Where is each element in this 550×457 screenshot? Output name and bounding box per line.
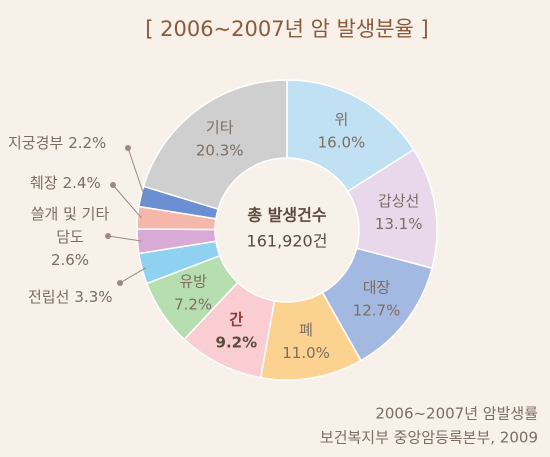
category-label: 유방	[179, 272, 207, 290]
outside-label: 지궁경부 2.2%	[8, 132, 106, 155]
value-label: 20.3%	[196, 142, 244, 160]
outside-label: 췌장 2.4%	[30, 172, 101, 195]
category-label: 대장	[363, 278, 391, 296]
leader-dot	[117, 280, 123, 286]
value-label: 3.3%	[74, 288, 113, 306]
value-label: 7.2%	[174, 295, 212, 313]
outside-label: 전립선 3.3%	[28, 286, 113, 309]
leader-dot	[125, 145, 131, 151]
leader-line	[119, 267, 147, 284]
value-label: 12.7%	[353, 301, 401, 319]
leader-line	[127, 147, 146, 198]
category-label: 췌장	[30, 174, 58, 192]
value-label: 16.0%	[318, 133, 366, 151]
value-label: 2.2%	[68, 134, 107, 152]
category-label: 기타	[206, 119, 234, 137]
category-label: 폐	[299, 321, 313, 339]
value-label: 2.4%	[62, 174, 101, 192]
source: 2006~2007년 암발생률	[375, 405, 538, 423]
center-label: 총 발생건수	[247, 206, 326, 225]
value-label: 11.0%	[282, 344, 330, 362]
category-label: 지궁경부	[8, 134, 64, 152]
chart-title: [ 2006~2007년 암 발생분율 ]	[145, 17, 429, 41]
category-label: 갑상선	[378, 192, 419, 210]
category-label: 전립선	[28, 288, 70, 306]
center-total: 161,920건	[247, 232, 328, 251]
leader-dot	[105, 233, 111, 239]
leader-dot	[110, 182, 116, 188]
value-label: 9.2%	[216, 334, 258, 352]
category-label: 쓸개 및 기타 담도	[30, 205, 110, 246]
leader-line	[112, 184, 142, 219]
slices	[136, 79, 438, 381]
value-label: 13.1%	[375, 215, 423, 233]
category-label: 간	[229, 311, 243, 329]
leader-line	[107, 235, 142, 242]
labels: 위 16.0% 갑상선 13.1% 대장 12.7% 폐 11.0% 간 9.2% 유방 7.2% 기타…	[105, 110, 423, 362]
outside-label: 쓸개 및 기타 담도 2.6%	[28, 203, 112, 272]
value-label: 2.6%	[50, 251, 90, 269]
source: 보건복지부 중앙암등록본부, 2009	[320, 429, 538, 447]
category-label: 위	[335, 110, 349, 128]
donut-slice	[142, 79, 288, 210]
